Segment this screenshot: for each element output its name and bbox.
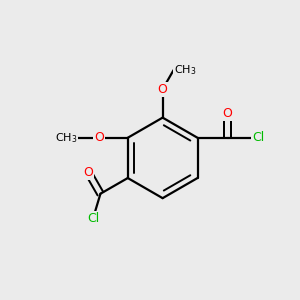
Text: CH$_3$: CH$_3$ (55, 131, 77, 145)
Text: O: O (94, 131, 104, 144)
Text: CH$_3$: CH$_3$ (174, 63, 196, 77)
Text: O: O (83, 166, 93, 179)
Text: O: O (158, 82, 168, 96)
Text: Cl: Cl (87, 212, 99, 225)
Text: Cl: Cl (252, 131, 264, 144)
Text: O: O (223, 107, 232, 120)
